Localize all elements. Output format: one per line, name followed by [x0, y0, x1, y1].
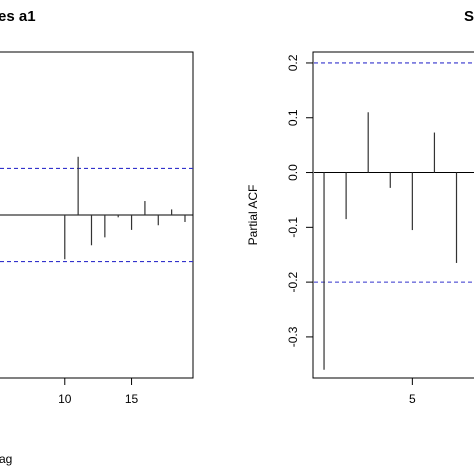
pacf-y-tick-label: 0.0: [286, 164, 300, 181]
pacf-x-axis: 5: [409, 378, 416, 406]
pacf-y-label: Partial ACF: [246, 185, 260, 246]
pacf-y-tick-label: -0.2: [286, 271, 300, 292]
pacf-y-tick-label: -0.1: [286, 217, 300, 238]
acf-x-axis: 10 15: [58, 378, 139, 406]
acf-panel: es a1 10 15 ag: [0, 8, 194, 466]
pacf-y-tick-label: 0.2: [286, 54, 300, 71]
pacf-title: S: [464, 8, 474, 25]
acf-bars: [64, 156, 186, 260]
pacf-y-tick-label: -0.3: [286, 326, 300, 347]
pacf-bars: [323, 112, 458, 370]
pacf-x-tick-label: 5: [409, 392, 416, 406]
acf-title: es a1: [0, 8, 36, 25]
acf-x-label: ag: [0, 452, 12, 466]
acf-x-tick-label: 15: [125, 392, 139, 406]
pacf-y-tick-label: 0.1: [286, 109, 300, 126]
acf-x-tick-label: 10: [58, 392, 72, 406]
pacf-panel: S 0.2 0.1 0.0 -0.1 -0.2 -0.3 5 Partial ACF: [246, 8, 474, 406]
pacf-y-axis: 0.2 0.1 0.0 -0.1 -0.2 -0.3: [286, 54, 313, 347]
pacf-plot-box: [312, 51, 474, 379]
